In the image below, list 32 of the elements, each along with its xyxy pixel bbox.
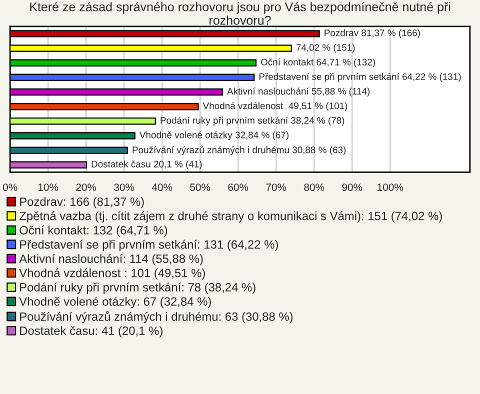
data-label: Aktivní naslouchání 55,88 % (114) <box>227 88 370 96</box>
data-label: Oční kontakt 64,71 % (132) <box>261 58 375 68</box>
legend-label: Zpětná vazba (tj. cítit zájem z druhé strany o komunikaci s Vámi): 151 (74,02 %) <box>19 211 442 223</box>
legend-label: Dostatek času: 41 (20,1 %) <box>20 326 162 338</box>
x-tick-label: 10% <box>38 184 58 191</box>
x-tick-label: 50% <box>190 184 210 191</box>
x-tick-label: 40% <box>152 184 172 191</box>
data-label: Pozdrav 81,37 % (166) <box>324 29 420 38</box>
x-tick-label: 80% <box>304 184 324 191</box>
data-label: Používání výrazů známých i druhému 30,88 % (63) <box>132 146 346 156</box>
legend-label: Pozdrav: 166 (81,37 %) <box>20 197 144 208</box>
data-label: Dostatek času 20,1 % (41) <box>92 160 202 170</box>
data-label: Vhodně volené otázky 32,84 % (67) <box>139 131 288 140</box>
data-label: Představení se při prvním setkání 64,22 % (131) <box>259 72 461 82</box>
legend-label: Vhodná vzdálenost : 101 (49,51 %) <box>19 268 205 280</box>
x-tick-label: 20% <box>76 184 96 191</box>
data-label: 74,02 % (151) <box>296 44 355 53</box>
data-label: Podání ruky při prvním setkání 38,24 % (78) <box>160 116 344 126</box>
legend-label: Používání výrazů známých i druhému: 63 (30,88 %) <box>20 311 293 324</box>
data-label: Vhodná vzdálenost 49,51 % (101) <box>202 102 348 112</box>
legend-label: Vhodně volené otázky: 67 (32,84 %) <box>19 296 211 308</box>
x-tick-label: 0% <box>2 184 18 191</box>
legend-label: Podání ruky při prvním setkání: 78 (38,24 %) <box>20 282 256 294</box>
legend-label: Aktivní naslouchání: 114 (55,88 %) <box>19 254 203 266</box>
legend-label: Oční kontakt: 132 (64,71 %) <box>20 226 168 237</box>
legend-label: Představení se při prvním setkání: 131 (64,22 %) <box>20 240 278 252</box>
x-tick-label: 30% <box>114 184 134 191</box>
x-tick-label: 100% <box>378 184 404 191</box>
chart-title: Které ze zásad správného rozhovoru jsou pro Vás bezpodmínečně nutné při rozhovoru? <box>30 2 450 25</box>
x-tick-label: 70% <box>266 184 286 191</box>
x-tick-label: 90% <box>342 184 362 191</box>
x-tick-label: 60% <box>228 184 248 191</box>
